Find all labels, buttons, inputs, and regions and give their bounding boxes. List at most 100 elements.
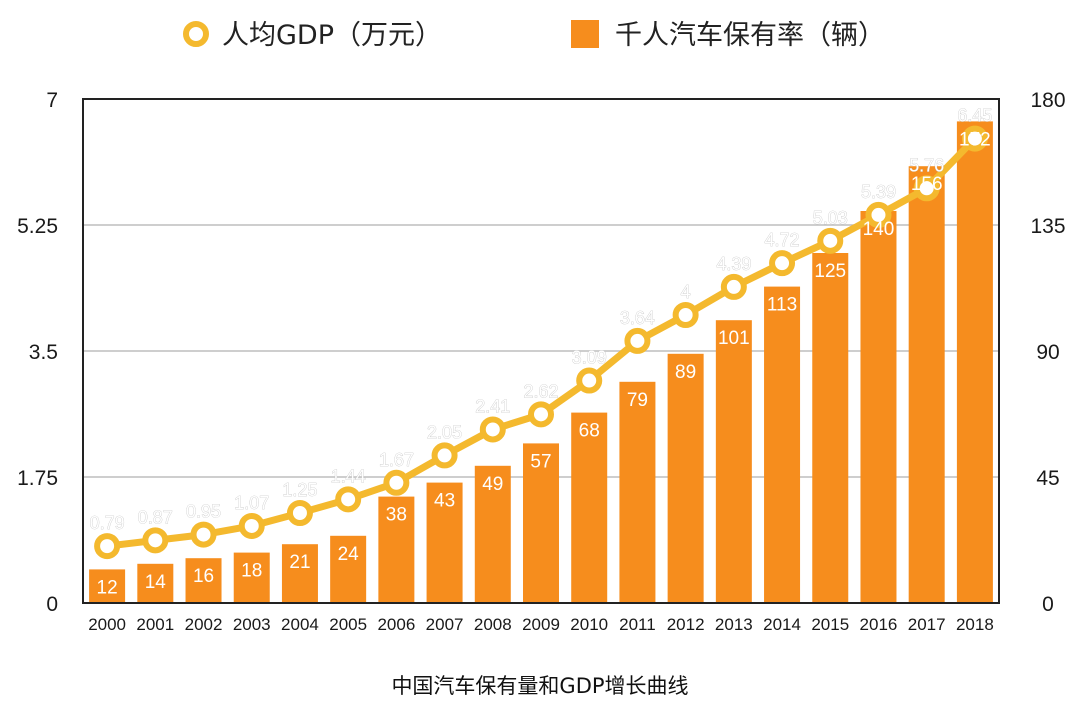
gdp-point bbox=[431, 442, 458, 469]
x-tick-label: 2011 bbox=[619, 615, 656, 634]
bar-data-label: 24 bbox=[338, 544, 360, 565]
x-tick-label: 2005 bbox=[329, 615, 367, 634]
bar-data-label: 18 bbox=[241, 561, 262, 582]
x-tick-label: 2008 bbox=[474, 615, 512, 634]
y-axis-right: 0 45 90 135 180 bbox=[1030, 89, 1065, 616]
bar bbox=[908, 166, 945, 603]
y-right-tick-label: 90 bbox=[1036, 341, 1059, 364]
bar bbox=[956, 121, 993, 604]
bar bbox=[764, 286, 801, 603]
gdp-data-label: 5.39 bbox=[861, 182, 896, 202]
gdp-data-label: 2.62 bbox=[523, 381, 558, 401]
bar-data-label: 57 bbox=[530, 451, 551, 472]
x-tick-label: 2006 bbox=[377, 615, 415, 634]
gdp-data-label: 0.79 bbox=[90, 513, 125, 533]
gdp-data-label: 6.45 bbox=[957, 106, 992, 126]
legend: 人均GDP（万元） 千人汽车保有率（辆） bbox=[183, 20, 885, 51]
x-axis: 2000 2001 2002 2003 2004 2005 2006 2007 2008 2009… bbox=[88, 615, 994, 634]
bar bbox=[426, 482, 463, 603]
legend-label-cars: 千人汽车保有率（辆） bbox=[615, 20, 885, 51]
gdp-data-label: 0.95 bbox=[186, 502, 221, 522]
gdp-point bbox=[238, 512, 265, 539]
gdp-point bbox=[624, 327, 651, 354]
gdp-point bbox=[142, 527, 169, 554]
gdp-point bbox=[817, 227, 844, 254]
y-left-tick-label: 7 bbox=[46, 89, 58, 112]
bar bbox=[474, 465, 511, 603]
bar-data-label: 14 bbox=[145, 572, 167, 593]
gdp-data-label: 2.05 bbox=[427, 422, 462, 442]
bar-data-label: 172 bbox=[959, 129, 991, 150]
gdp-point bbox=[479, 416, 506, 443]
bar bbox=[330, 535, 367, 603]
bar bbox=[715, 320, 752, 603]
gdp-data-label: 0.87 bbox=[138, 507, 173, 527]
x-tick-label: 2014 bbox=[763, 615, 801, 634]
gdp-data-label: 3.64 bbox=[620, 308, 655, 328]
gdp-point bbox=[383, 469, 410, 496]
gdp-data-label: 4 bbox=[681, 282, 691, 302]
legend-line-marker-icon bbox=[183, 21, 209, 47]
x-tick-label: 2009 bbox=[522, 615, 560, 634]
y-left-tick-label: 1.75 bbox=[17, 467, 58, 490]
gdp-data-label: 1.25 bbox=[282, 480, 317, 500]
x-tick-label: 2000 bbox=[88, 615, 126, 634]
y-right-tick-label: 180 bbox=[1030, 89, 1065, 112]
bar bbox=[89, 569, 126, 603]
gdp-point bbox=[286, 500, 313, 526]
gdp-data-label: 2.41 bbox=[475, 396, 510, 416]
bars bbox=[89, 121, 993, 604]
y-left-tick-label: 3.5 bbox=[29, 341, 58, 364]
bar bbox=[378, 496, 415, 603]
gdp-data-label: 1.44 bbox=[331, 466, 366, 486]
bar bbox=[137, 563, 174, 603]
bar-data-label: 68 bbox=[579, 421, 600, 442]
x-tick-label: 2018 bbox=[956, 615, 994, 634]
bar-data-label: 38 bbox=[386, 505, 407, 526]
bar-data-label: 113 bbox=[767, 295, 797, 316]
bar-data-label: 43 bbox=[434, 491, 455, 512]
y-axis-left: 0 1.75 3.5 5.25 7 bbox=[17, 89, 58, 616]
bar bbox=[523, 443, 559, 603]
bar-data-label: 140 bbox=[863, 219, 895, 240]
legend-item-cars[interactable]: 千人汽车保有率（辆） bbox=[571, 20, 885, 51]
x-tick-label: 2012 bbox=[667, 615, 705, 634]
gdp-point bbox=[769, 250, 796, 277]
x-tick-label: 2004 bbox=[281, 615, 319, 634]
legend-item-gdp[interactable]: 人均GDP（万元） bbox=[183, 20, 442, 51]
gdp-point bbox=[961, 125, 988, 152]
legend-label-gdp: 人均GDP（万元） bbox=[222, 20, 442, 51]
x-tick-label: 2003 bbox=[233, 615, 271, 634]
bar-data-label: 101 bbox=[718, 328, 750, 349]
bar-data-label: 16 bbox=[193, 566, 214, 587]
y-right-tick-label: 135 bbox=[1030, 215, 1065, 238]
bar-data-label: 21 bbox=[289, 552, 310, 573]
gdp-point bbox=[335, 486, 362, 513]
x-tick-label: 2015 bbox=[811, 615, 849, 634]
x-tick-label: 2010 bbox=[570, 615, 608, 634]
gdp-data-label: 4.39 bbox=[716, 254, 751, 274]
y-left-tick-label: 0 bbox=[46, 593, 58, 616]
x-tick-label: 2013 bbox=[715, 615, 753, 634]
data-labels: 12 14 16 18 21 24 38 43 49 57 68 79 89 101 113 125 140 15… bbox=[89, 105, 992, 598]
chart-caption: 中国汽车保有量和GDP增长曲线 bbox=[391, 674, 689, 698]
y-right-tick-label: 45 bbox=[1036, 467, 1059, 490]
x-tick-label: 2001 bbox=[136, 615, 174, 634]
gdp-point bbox=[865, 201, 892, 228]
y-right-tick-label: 0 bbox=[1042, 593, 1054, 616]
plot-frame bbox=[82, 98, 1000, 604]
gdp-data-label: 1.67 bbox=[379, 450, 414, 470]
x-tick-label: 2016 bbox=[860, 615, 898, 634]
bar bbox=[619, 381, 656, 603]
bar bbox=[571, 412, 608, 603]
legend-bar-swatch-icon bbox=[571, 20, 599, 48]
bar-data-label: 89 bbox=[675, 362, 696, 383]
bar-data-label: 156 bbox=[911, 174, 943, 195]
x-tick-label: 2002 bbox=[185, 615, 223, 634]
gdp-point bbox=[576, 367, 603, 394]
x-tick-label: 2007 bbox=[426, 615, 464, 634]
gdp-data-label: 5.76 bbox=[909, 155, 944, 175]
bar bbox=[281, 544, 318, 603]
gdp-point bbox=[672, 302, 699, 328]
